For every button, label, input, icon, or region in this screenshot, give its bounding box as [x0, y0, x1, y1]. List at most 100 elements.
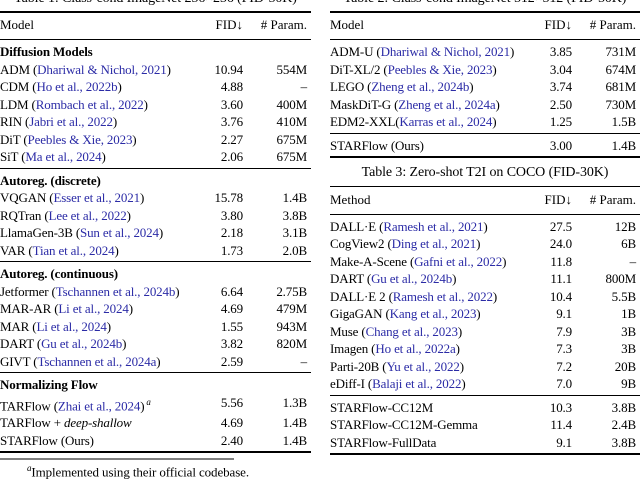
param-value: 3.8B	[282, 207, 307, 223]
citation-link[interactable]: Tschannen et al., 2024a	[37, 353, 157, 369]
citation-link[interactable]: Balaji et al., 2022	[372, 376, 462, 392]
citation-link[interactable]: Kang et al., 2023	[389, 306, 477, 322]
model-cell: STARFlow-CC12M-Gemma	[330, 416, 531, 434]
model-name: Parti-20B (	[330, 358, 387, 374]
fid-value: 15.78	[214, 190, 243, 206]
citation-link[interactable]: Dhariwal & Nichol, 2021	[37, 61, 167, 77]
model-name: STARFlow-CC12M	[330, 399, 434, 415]
model-cell: DiT-XL/2 (Peebles & Xie, 2023)	[330, 61, 531, 79]
model-cell: CDM (Ho et al., 2022b)	[0, 78, 202, 96]
footnote-text: aImplemented using their official codeba…	[0, 460, 311, 480]
citation-link[interactable]: Jabri et al., 2022	[29, 114, 113, 130]
citation-link[interactable]: Zheng et al., 2024a	[398, 96, 496, 112]
citation-link[interactable]: Gafni et al., 2022	[414, 253, 503, 269]
citation-link[interactable]: Gu et al., 2024b	[371, 271, 453, 287]
citation-link[interactable]: Ding et al., 2021	[391, 236, 477, 252]
model-name-suffix: )	[114, 242, 119, 258]
citation-link[interactable]: Ma et al., 2024	[25, 149, 102, 165]
fid-value: 11.4	[550, 417, 572, 433]
citation-link[interactable]: Ho et al., 2022b	[36, 79, 118, 95]
section-label: Normalizing Flow	[0, 377, 98, 393]
column-header-fid: FID↓	[544, 17, 572, 33]
citation-link[interactable]: Rombach et al., 2022	[35, 96, 144, 112]
citation-link[interactable]: Chang et al., 2023	[365, 323, 458, 339]
citation-link[interactable]: Zhai et al., 2024	[57, 397, 141, 413]
table-header-row: Method FID↓ # Param.	[330, 187, 640, 212]
citation-link[interactable]: Dhariwal & Nichol, 2021	[380, 44, 511, 60]
param-value: 1B	[621, 306, 636, 322]
table-row: TARFlow + deep-shallow 4.69 1.4B	[0, 414, 311, 432]
citation-link[interactable]: Ho et al., 2022a	[375, 341, 456, 357]
citation-link[interactable]: Tian et al., 2024	[32, 242, 115, 258]
table-header-row: Model FID↓ # Param.	[330, 13, 640, 38]
table-row: SiT (Ma et al., 2024) 2.06 675M	[0, 148, 311, 166]
model-variant-label: deep-shallow	[64, 415, 132, 431]
table-row: Jetformer (Tschannen et al., 2024b) 6.64 2…	[0, 283, 311, 301]
citation-link[interactable]: Zheng et al., 2024b	[371, 79, 470, 95]
left-column: Table 1: Class-cond ImageNet 256×256 (FI…	[0, 0, 311, 480]
fid-value: 5.56	[220, 394, 243, 410]
column-header-model: Model	[330, 17, 364, 33]
model-cell: STARFlow (Ours)	[0, 432, 202, 450]
citation-link[interactable]: Ramesh et al., 2021	[383, 218, 484, 234]
citation-link[interactable]: Karras et al., 2024	[399, 114, 493, 130]
citation-link[interactable]: Ramesh et al., 2022	[392, 288, 493, 304]
model-cell: SiT (Ma et al., 2024)	[0, 148, 202, 166]
table-row: STARFlow (Ours) 2.40 1.4B	[0, 432, 311, 450]
table-2: Table 2: Class-cond ImageNet 512×512 (FI…	[330, 0, 640, 158]
table-row: TARFlow (Zhai et al., 2024) a 5.56 1.3B	[0, 394, 311, 415]
citation-link[interactable]: Li et al., 2024	[36, 318, 107, 334]
table-row: LEGO (Zheng et al., 2024b) 3.74 681M	[330, 78, 640, 96]
table-midrule	[0, 39, 311, 41]
model-name-suffix: )	[132, 131, 137, 147]
table-midrule	[0, 167, 311, 169]
table-title: Table 3: Zero-shot T2I on COCO (FID-30K)	[361, 164, 609, 180]
citation-link[interactable]: Gu et al., 2024b	[41, 336, 123, 352]
model-cell: ADM (Dhariwal & Nichol, 2021)	[0, 61, 202, 79]
fid-value: 7.2	[556, 358, 572, 374]
table-row: ADM (Dhariwal & Nichol, 2021) 10.94 554M	[0, 61, 311, 79]
param-value: 479M	[276, 301, 308, 317]
citation-link[interactable]: Lee et al., 2022	[48, 207, 127, 223]
param-value: 2.75B	[276, 283, 307, 299]
model-name: MAR-AR (	[0, 301, 59, 317]
model-name-suffix: )	[128, 301, 133, 317]
fid-value: 2.59	[220, 353, 243, 369]
citation-link[interactable]: Yu et al., 2022	[386, 358, 460, 374]
model-name-suffix: )	[158, 225, 164, 241]
param-value: 674M	[605, 61, 637, 77]
fid-value: 3.04	[549, 61, 572, 77]
fid-value: 3.76	[220, 114, 243, 130]
model-cell: DART (Gu et al., 2024b)	[0, 335, 202, 353]
table-row: STARFlow (Ours) 3.00 1.4B	[330, 137, 640, 155]
fid-value: 2.40	[220, 432, 243, 448]
citation-link[interactable]: Peebles & Xie, 2023	[387, 61, 493, 77]
model-name: ADM-U (	[330, 44, 381, 60]
model-cell: RIN (Jabri et al., 2022)	[0, 113, 202, 131]
model-name: Jetformer (	[0, 283, 56, 299]
citation-link[interactable]: Sun et al., 2024	[80, 225, 159, 241]
citation-link[interactable]: Peebles & Xie, 2023	[27, 131, 133, 147]
citation-link[interactable]: Esser et al., 2021	[53, 190, 140, 206]
fid-value: 7.9	[556, 323, 572, 339]
table-row: MaskDiT-G (Zheng et al., 2024a) 2.50 730M	[330, 96, 640, 114]
table-row: DiT-XL/2 (Peebles & Xie, 2023) 3.04 674M	[330, 61, 640, 79]
model-name: DiT-XL/2 (	[330, 61, 388, 77]
model-name-suffix: )	[452, 271, 457, 287]
citation-link[interactable]: Tschannen et al., 2024b	[55, 283, 176, 299]
citation-link[interactable]: Li et al., 2024	[58, 301, 129, 317]
column-header-param: # Param.	[589, 17, 636, 33]
fid-value: 27.5	[549, 218, 572, 234]
model-cell: GigaGAN (Kang et al., 2023)	[330, 305, 531, 323]
table-row: MAR-AR (Li et al., 2024) 4.69 479M	[0, 300, 311, 318]
table-title-clip: Table 1: Class-cond ImageNet 256×256 (FI…	[0, 0, 311, 8]
model-cell: MAR (Li et al., 2024)	[0, 318, 202, 336]
model-cell: Muse (Chang et al., 2023)	[330, 323, 531, 341]
fid-value: 9.1	[556, 306, 572, 322]
model-name: CDM (	[0, 79, 37, 95]
table-bottomrule	[330, 156, 640, 158]
table-midrule	[330, 213, 640, 215]
model-name: EDM2-XXL(	[330, 114, 400, 130]
param-value: 1.4B	[611, 137, 636, 153]
model-name: DART (	[330, 271, 372, 287]
